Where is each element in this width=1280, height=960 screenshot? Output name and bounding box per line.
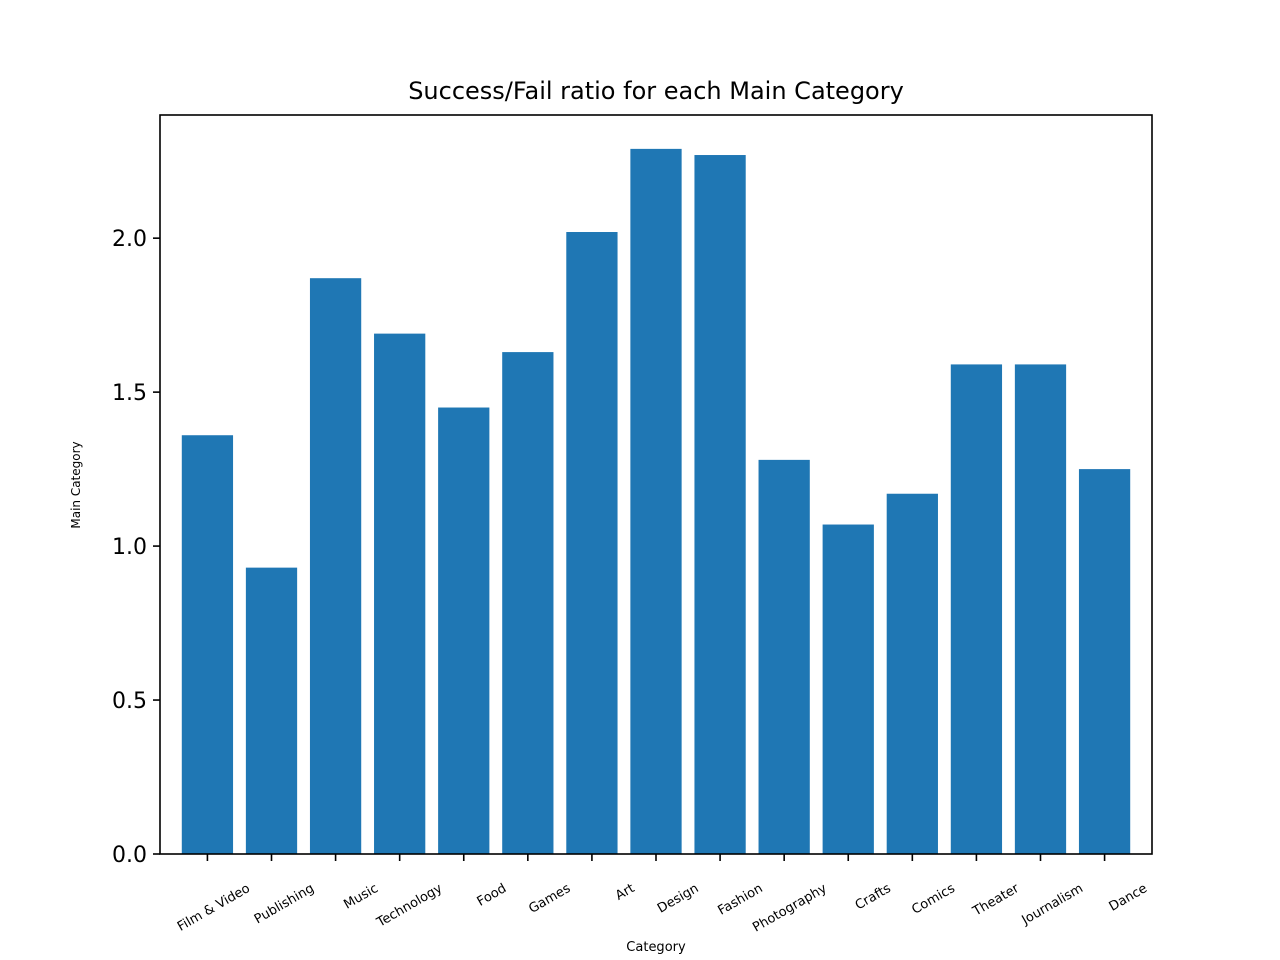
bar-games [502, 352, 554, 854]
y-tick-label: 1.5 [112, 381, 147, 406]
x-tick-label: Fashion [715, 881, 765, 919]
bar-photography [758, 459, 810, 854]
y-tick-label: 2.0 [112, 227, 147, 252]
y-tick-label: 0.5 [112, 689, 147, 714]
x-tick-label: Crafts [853, 881, 894, 913]
y-tick-label: 1.0 [112, 535, 147, 560]
y-axis: 0.0 0.5 1.0 1.5 2.0 [112, 227, 160, 868]
bar-film-video [181, 435, 234, 854]
y-axis-label: Main Category [69, 441, 83, 528]
x-tick-label: Publishing [252, 881, 317, 927]
bar-design [630, 148, 682, 854]
bar-comics [886, 493, 938, 854]
x-tick-label: Comics [909, 881, 958, 918]
bar-dance [1078, 469, 1131, 854]
bar-food [438, 407, 490, 854]
x-tick-label: Film & Video [175, 881, 253, 935]
bar-art [566, 232, 618, 855]
x-tick-label: Music [341, 881, 381, 912]
x-tick-label: Technology [374, 881, 446, 931]
x-tick-label: Theater [970, 881, 1023, 920]
x-tick-label: Dance [1107, 881, 1150, 915]
bars-group [181, 148, 1131, 855]
x-tick-label: Journalism [1019, 881, 1086, 928]
x-tick-label: Games [526, 881, 573, 917]
bar-technology [374, 333, 426, 854]
bar-journalism [1014, 364, 1067, 854]
bar-crafts [822, 524, 874, 854]
chart-title: Success/Fail ratio for each Main Categor… [408, 77, 904, 105]
x-tick-label: Food [475, 881, 510, 910]
y-tick-label: 0.0 [112, 843, 147, 868]
bar-theater [950, 364, 1003, 854]
bar-publishing [245, 567, 298, 854]
bar-music [309, 278, 362, 855]
bar-fashion [694, 155, 746, 854]
x-tick-label: Design [655, 881, 701, 916]
x-axis-label: Category [626, 940, 686, 955]
x-tick-label: Art [613, 881, 637, 904]
